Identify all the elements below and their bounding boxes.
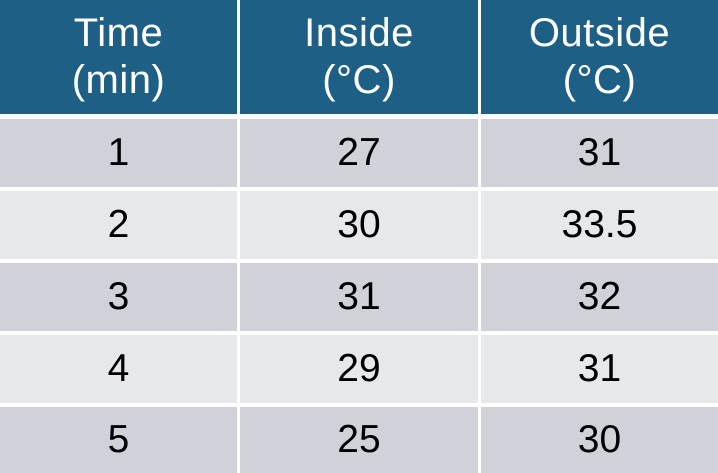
column-divider [478,119,481,187]
table-cell: 25 [240,407,478,473]
table-cell: 3 [0,263,237,331]
column-divider [237,263,240,331]
column-divider [478,263,481,331]
header-inside: Inside (°C) [240,0,478,114]
column-divider [478,407,481,473]
table-cell: 4 [0,335,237,403]
table-cell: 30 [240,191,478,259]
table-cell: 5 [0,407,237,473]
column-divider [237,0,240,114]
table-cell: 31 [240,263,478,331]
header-outside-unit: (°C) [562,58,637,102]
column-divider [237,119,240,187]
table-cell: 27 [240,119,478,187]
table-cell: 31 [481,335,718,403]
table-cell: 2 [0,191,237,259]
table-cell: 30 [481,407,718,473]
header-time-unit: (min) [71,58,166,102]
column-divider [478,335,481,403]
table-cell: 31 [481,119,718,187]
header-outside-label: Outside [528,10,671,55]
table-cell: 32 [481,263,718,331]
table-cell: 33.5 [481,191,718,259]
column-divider [478,191,481,259]
column-divider [237,191,240,259]
header-outside: Outside (°C) [481,0,718,114]
column-divider [237,407,240,473]
header-time-label: Time [73,10,164,55]
column-divider [478,0,481,114]
table-cell: 29 [240,335,478,403]
header-inside-label: Inside [304,10,414,55]
header-time: Time (min) [0,0,237,114]
column-divider [237,335,240,403]
table-cell: 1 [0,119,237,187]
header-inside-unit: (°C) [322,58,396,102]
